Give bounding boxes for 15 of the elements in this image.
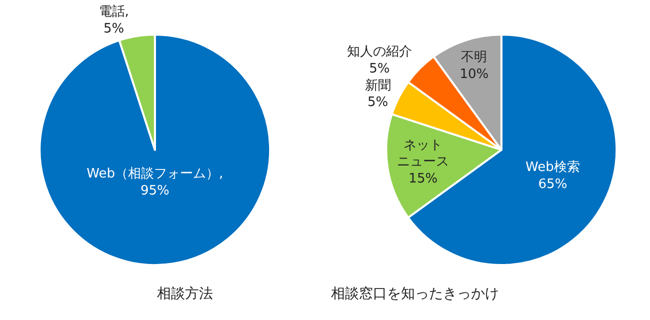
slice-label: ネットニュース [397,138,450,170]
slice-label: 新聞 [364,78,391,94]
data-label: 5% [369,61,390,76]
slice-label: 電話, 5% [98,4,129,36]
slice-label: 知人の紹介 [346,44,412,60]
data-label: 65% [538,176,568,192]
text: 相談窓口を知ったきっかけ [331,286,499,302]
data-label: 10% [460,67,489,82]
pie-slice [38,34,272,266]
slice-label: Web検索 [526,160,580,176]
data-label: 15% [408,172,438,187]
text: 相談方法 [157,286,213,302]
slice-label: Web（相談フォーム）, 95% [86,166,224,198]
data-label: 5% [367,95,388,110]
slice-label: 不明 [461,50,488,66]
